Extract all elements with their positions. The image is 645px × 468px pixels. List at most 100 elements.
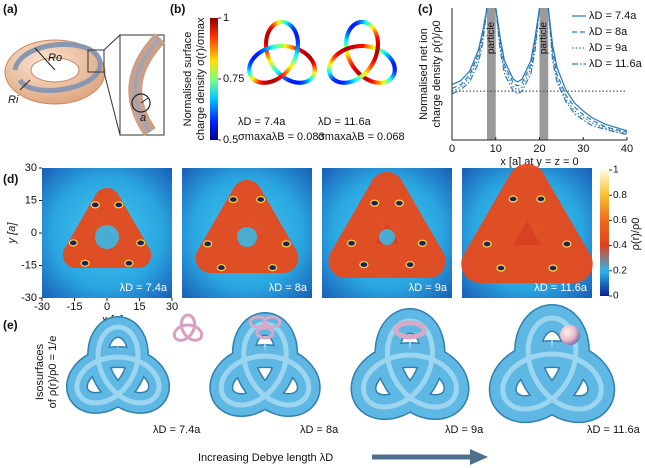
density-hole xyxy=(95,225,119,249)
inset-sphere xyxy=(560,325,580,345)
colorbar-label: charge density σ(r)/σmax xyxy=(195,17,207,141)
panel-label: (e) xyxy=(3,318,18,332)
density-dot xyxy=(346,239,357,247)
colorbar-tick-label: 1 xyxy=(223,12,229,24)
density-dot xyxy=(508,195,518,203)
density-dot xyxy=(203,240,213,248)
x-tick-label: 30 xyxy=(577,143,589,155)
inset-ring xyxy=(248,315,268,329)
colorbar-tick-label: 0.6 xyxy=(613,215,627,226)
y-axis-label: Isosurfaces xyxy=(34,343,46,400)
density-dot xyxy=(256,195,266,204)
density-hole xyxy=(237,227,257,247)
particle-band xyxy=(487,8,496,140)
caption: λD = 8a xyxy=(269,282,308,294)
x-tick-label: 15 xyxy=(133,301,145,313)
x-axis-label: x [a] at y = z = 0 xyxy=(500,156,578,168)
panel-label: (b) xyxy=(170,2,185,16)
density-dot xyxy=(267,263,278,272)
torus-illustration xyxy=(4,33,166,136)
panel-label: (c) xyxy=(418,2,433,16)
density-dot xyxy=(228,195,238,204)
caption: λD = 7.4a xyxy=(238,116,286,128)
line xyxy=(452,8,627,136)
density-dot xyxy=(417,239,428,247)
caption: λD = 11.6a xyxy=(587,424,641,436)
y-tick-label: 30 xyxy=(25,162,37,174)
particle-label: particle xyxy=(539,21,550,54)
y-tick-label: -30 xyxy=(21,292,37,304)
density-dot xyxy=(405,260,415,269)
inset-torus xyxy=(393,320,427,340)
line xyxy=(452,8,627,133)
panel-label: (d) xyxy=(3,172,18,186)
density-dot xyxy=(562,240,572,248)
density-dot xyxy=(124,259,134,267)
legend-label: λD = 9a xyxy=(589,42,628,54)
caption: λD = 7.4a xyxy=(153,424,201,436)
inset-ring xyxy=(262,315,282,329)
x-tick-label: 30 xyxy=(166,301,178,313)
arrow-head xyxy=(470,449,488,465)
y-tick-label: 15 xyxy=(25,194,37,206)
inset-knot xyxy=(172,313,204,342)
y-axis-label: Normalised net ion xyxy=(418,28,430,120)
colorbar-tick-label: 1 xyxy=(613,165,619,176)
x-tick-label: 0 xyxy=(449,143,455,155)
density-blob xyxy=(328,172,446,278)
colorbar xyxy=(600,170,609,296)
y-tick-label: 0 xyxy=(31,227,37,239)
y-axis-label: y [a] xyxy=(6,222,18,245)
colorbar-tick-label: 0.5 xyxy=(223,134,238,146)
x-tick-label: 0 xyxy=(104,301,110,313)
density-dot xyxy=(90,201,100,209)
tube-radius-label: a xyxy=(140,112,146,124)
density-dot xyxy=(370,199,380,207)
density-dot xyxy=(359,260,369,269)
line xyxy=(452,8,627,134)
x-tick-label: -15 xyxy=(67,301,83,313)
colorbar-label: ρ(r)/ρ0 xyxy=(630,218,642,251)
x-tick-label: 20 xyxy=(533,143,545,155)
density-dot xyxy=(281,240,291,248)
caption: λD = 11.6a xyxy=(534,282,588,294)
panel-label: (a) xyxy=(3,2,18,16)
legend-label: λD = 8a xyxy=(589,26,628,38)
density-dot xyxy=(80,259,90,267)
arrow-label: Increasing Debye length λD xyxy=(198,452,333,464)
colorbar-tick-label: 0.75 xyxy=(223,73,244,85)
colorbar-label: Normalised surface xyxy=(182,32,194,127)
caption: σmaxaλB = 0.083 xyxy=(238,131,325,143)
density-dot xyxy=(114,201,124,209)
knot-highlight xyxy=(74,324,162,406)
colorbar-tick-label: 0.4 xyxy=(613,240,627,251)
density-hole xyxy=(379,229,395,245)
density-dot xyxy=(394,199,404,207)
outer-radius-label: Ro xyxy=(48,52,62,64)
density-dot xyxy=(482,240,492,248)
x-tick-label: -30 xyxy=(34,301,50,313)
density-blob xyxy=(195,180,299,273)
caption: λD = 9a xyxy=(445,424,484,436)
y-axis-label: of ρ(r)/ρ0 = 1/e xyxy=(47,336,59,409)
legend-label: λD = 7.4a xyxy=(589,10,637,22)
y-axis-label: charge density ρ(r)/ρ0 xyxy=(431,20,443,127)
density-dot xyxy=(496,264,506,272)
caption: λD = 8a xyxy=(300,424,339,436)
colorbar xyxy=(210,18,218,140)
caption: λD = 9a xyxy=(409,282,448,294)
density-dot xyxy=(216,263,227,272)
inner-radius-label: Ri xyxy=(8,94,19,106)
colorbar-tick-label: 0.2 xyxy=(613,265,627,276)
particle-label: particle xyxy=(486,21,497,54)
density-dot xyxy=(68,239,78,247)
x-tick-label: 10 xyxy=(490,143,502,155)
x-tick-label: 40 xyxy=(621,143,633,155)
legend-label: λD = 11.6a xyxy=(589,58,643,70)
particle-band xyxy=(539,8,549,140)
caption: λD = 11.6a xyxy=(318,116,372,128)
inset-ring xyxy=(255,326,275,340)
colorbar-tick-label: 0.8 xyxy=(613,190,627,201)
density-dot xyxy=(536,195,546,203)
